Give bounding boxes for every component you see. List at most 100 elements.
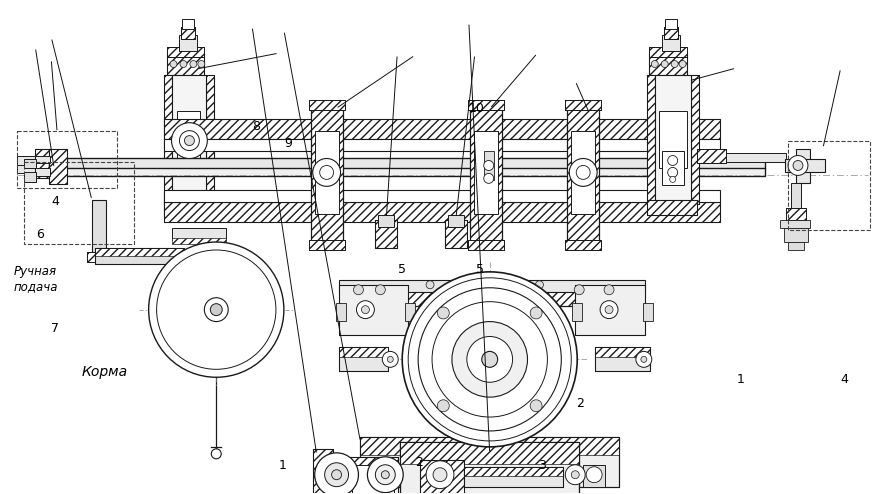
Bar bbox=[164, 75, 172, 204]
Circle shape bbox=[788, 156, 808, 175]
Bar bbox=[786, 208, 806, 220]
Bar bbox=[311, 106, 342, 245]
Bar bbox=[484, 151, 494, 180]
Bar bbox=[95, 248, 185, 256]
Bar bbox=[25, 159, 36, 168]
Bar bbox=[464, 467, 563, 487]
Bar bbox=[647, 75, 655, 204]
Bar bbox=[445, 220, 467, 248]
Bar bbox=[470, 106, 502, 245]
Bar bbox=[312, 449, 333, 494]
Circle shape bbox=[185, 136, 194, 146]
Bar bbox=[181, 27, 195, 39]
Circle shape bbox=[481, 351, 498, 368]
Bar bbox=[649, 53, 686, 75]
Bar bbox=[420, 460, 464, 494]
Circle shape bbox=[382, 351, 399, 368]
Bar bbox=[49, 168, 766, 176]
Bar bbox=[376, 220, 397, 248]
Bar bbox=[468, 100, 503, 110]
Text: 6: 6 bbox=[36, 228, 44, 241]
Bar bbox=[649, 53, 686, 75]
Bar bbox=[164, 200, 213, 215]
Bar bbox=[400, 442, 579, 494]
Bar bbox=[576, 285, 645, 334]
Bar bbox=[791, 183, 801, 211]
Bar bbox=[796, 149, 810, 183]
Bar bbox=[565, 240, 601, 250]
Bar bbox=[35, 149, 49, 178]
Bar bbox=[576, 285, 645, 334]
Text: 5: 5 bbox=[476, 263, 484, 276]
Bar bbox=[378, 215, 394, 227]
Bar bbox=[470, 106, 502, 245]
Bar bbox=[649, 47, 686, 57]
Circle shape bbox=[211, 449, 221, 459]
Circle shape bbox=[180, 61, 187, 68]
Circle shape bbox=[456, 281, 464, 289]
Bar bbox=[649, 47, 686, 57]
Bar bbox=[361, 437, 619, 487]
Text: 10: 10 bbox=[469, 102, 485, 115]
Circle shape bbox=[793, 161, 803, 170]
Circle shape bbox=[315, 453, 358, 494]
Bar bbox=[206, 75, 214, 204]
Bar bbox=[659, 111, 686, 168]
Bar bbox=[473, 130, 498, 214]
Circle shape bbox=[641, 356, 647, 362]
Bar bbox=[339, 285, 408, 334]
Circle shape bbox=[437, 400, 450, 412]
Bar bbox=[339, 347, 388, 371]
Text: 9: 9 bbox=[284, 137, 292, 150]
Circle shape bbox=[467, 336, 512, 382]
Bar bbox=[172, 228, 226, 240]
Bar bbox=[726, 153, 786, 163]
Bar bbox=[92, 200, 106, 255]
Circle shape bbox=[569, 159, 598, 186]
Circle shape bbox=[426, 281, 434, 289]
Bar bbox=[312, 449, 333, 494]
Circle shape bbox=[354, 285, 363, 295]
Bar bbox=[25, 172, 36, 182]
Bar bbox=[583, 465, 605, 487]
Bar bbox=[339, 347, 388, 371]
Bar bbox=[315, 130, 339, 214]
Bar bbox=[339, 280, 645, 292]
Bar bbox=[361, 437, 619, 487]
Bar bbox=[788, 141, 869, 230]
Circle shape bbox=[432, 302, 547, 417]
Bar bbox=[95, 248, 185, 264]
Bar bbox=[565, 100, 601, 110]
Circle shape bbox=[586, 467, 602, 483]
Bar bbox=[181, 27, 195, 39]
Bar bbox=[691, 75, 699, 204]
Circle shape bbox=[325, 463, 348, 487]
Text: 3: 3 bbox=[538, 459, 546, 472]
Bar bbox=[206, 75, 214, 204]
Circle shape bbox=[651, 61, 658, 68]
Circle shape bbox=[605, 306, 613, 314]
Bar bbox=[595, 347, 649, 371]
Bar bbox=[420, 460, 464, 494]
Bar bbox=[164, 190, 721, 202]
Bar bbox=[164, 200, 213, 215]
Circle shape bbox=[172, 123, 208, 159]
Bar bbox=[448, 215, 464, 227]
Circle shape bbox=[679, 61, 686, 68]
Text: 5: 5 bbox=[398, 263, 406, 276]
Circle shape bbox=[452, 322, 527, 397]
Circle shape bbox=[426, 461, 454, 489]
Bar bbox=[376, 220, 397, 248]
Bar bbox=[339, 285, 408, 334]
Circle shape bbox=[668, 167, 678, 177]
Bar bbox=[166, 47, 204, 57]
Bar bbox=[405, 303, 415, 321]
Circle shape bbox=[170, 61, 177, 68]
Circle shape bbox=[376, 465, 395, 485]
Circle shape bbox=[198, 61, 205, 68]
Bar bbox=[664, 27, 678, 39]
Circle shape bbox=[661, 61, 668, 68]
Bar bbox=[348, 457, 399, 494]
Circle shape bbox=[210, 304, 223, 316]
Bar bbox=[164, 202, 721, 222]
